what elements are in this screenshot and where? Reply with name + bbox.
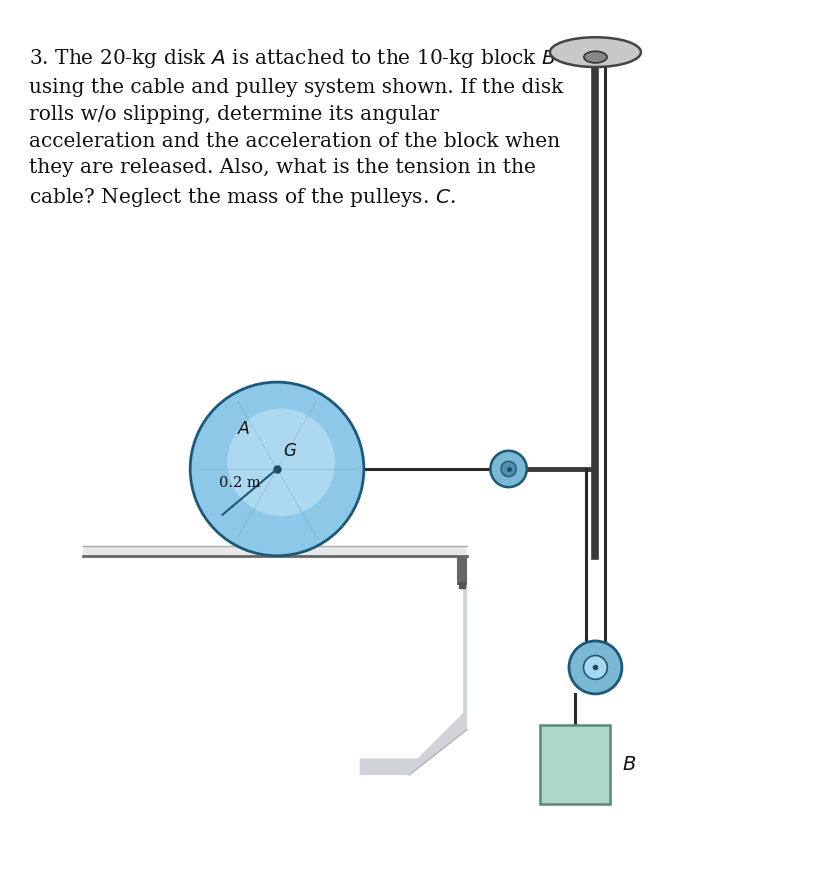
Polygon shape bbox=[539, 725, 609, 737]
Text: $G$: $G$ bbox=[283, 443, 297, 459]
Text: 3. The 20-kg disk $A$ is attached to the 10-kg block $B$
using the cable and pul: 3. The 20-kg disk $A$ is attached to the… bbox=[29, 48, 563, 209]
Circle shape bbox=[227, 408, 335, 517]
Polygon shape bbox=[360, 556, 467, 775]
FancyBboxPatch shape bbox=[539, 725, 609, 804]
Circle shape bbox=[190, 382, 364, 556]
Text: $B$: $B$ bbox=[622, 756, 637, 774]
Text: $A$: $A$ bbox=[237, 422, 251, 438]
Circle shape bbox=[584, 656, 607, 679]
Ellipse shape bbox=[584, 51, 607, 62]
Circle shape bbox=[501, 461, 516, 477]
Polygon shape bbox=[83, 546, 467, 556]
Ellipse shape bbox=[550, 37, 641, 67]
Text: 0.2 m: 0.2 m bbox=[219, 476, 261, 490]
Circle shape bbox=[569, 641, 622, 694]
Circle shape bbox=[490, 451, 527, 488]
Polygon shape bbox=[457, 556, 467, 584]
